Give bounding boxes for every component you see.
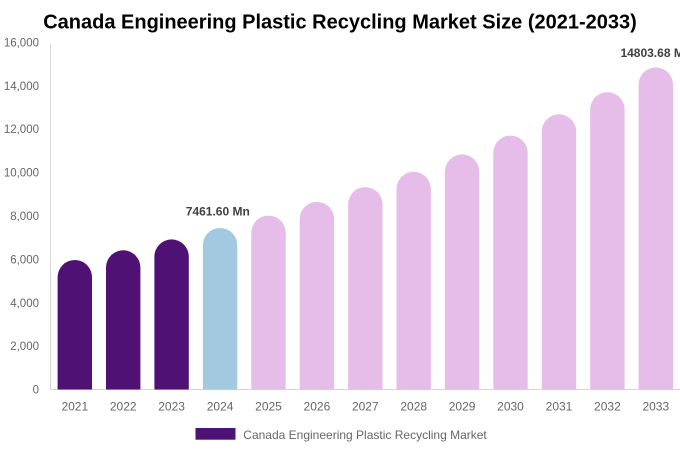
svg-text:2021: 2021 [61, 400, 88, 414]
svg-text:2028: 2028 [400, 400, 427, 414]
svg-text:0: 0 [33, 385, 39, 397]
svg-text:8,000: 8,000 [10, 211, 39, 223]
svg-text:14803.68 Mn: 14803.68 Mn [620, 46, 680, 60]
svg-text:4,000: 4,000 [10, 298, 39, 310]
svg-text:2029: 2029 [449, 400, 476, 414]
svg-text:14,000: 14,000 [4, 81, 39, 93]
svg-text:12,000: 12,000 [4, 124, 39, 136]
svg-text:2030: 2030 [497, 400, 524, 414]
svg-text:2023: 2023 [158, 400, 185, 414]
svg-text:2024: 2024 [207, 400, 234, 414]
svg-text:7461.60 Mn: 7461.60 Mn [186, 205, 250, 219]
svg-text:2025: 2025 [255, 400, 282, 414]
svg-text:2032: 2032 [594, 400, 621, 414]
svg-text:2027: 2027 [352, 400, 379, 414]
svg-text:6,000: 6,000 [10, 254, 39, 266]
svg-text:2033: 2033 [642, 400, 669, 414]
svg-text:2026: 2026 [304, 400, 331, 414]
svg-text:Canada Engineering Plastic Rec: Canada Engineering Plastic Recycling Mar… [43, 12, 637, 34]
svg-text:2022: 2022 [110, 400, 137, 414]
svg-text:2031: 2031 [546, 400, 573, 414]
svg-text:2,000: 2,000 [10, 341, 39, 353]
svg-text:10,000: 10,000 [4, 168, 39, 180]
svg-text:16,000: 16,000 [4, 37, 39, 49]
svg-text:Canada Engineering Plastic Rec: Canada Engineering Plastic Recycling Mar… [243, 428, 487, 442]
